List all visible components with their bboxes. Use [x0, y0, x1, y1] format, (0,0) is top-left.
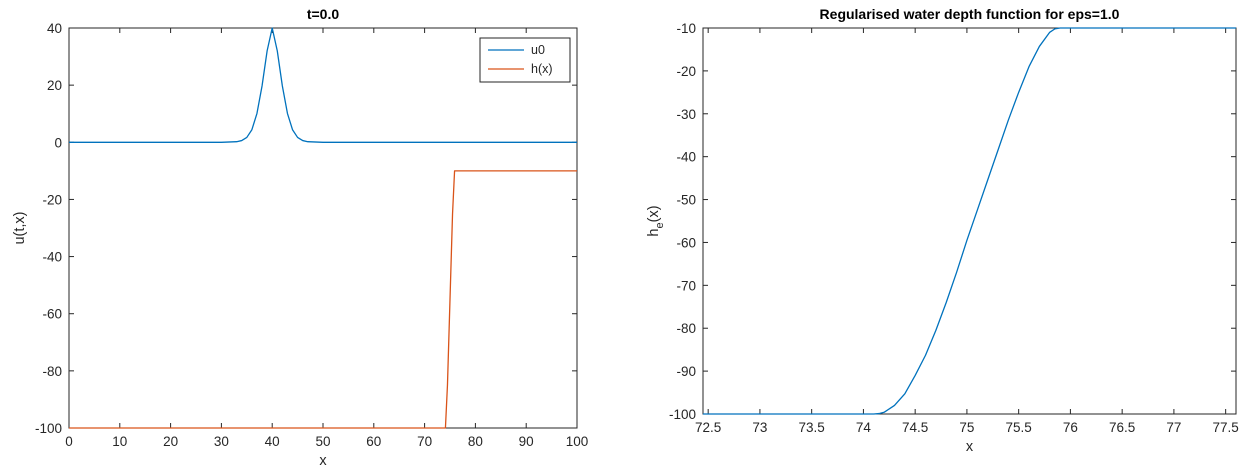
y-tick-label: -80 [42, 364, 62, 379]
x-tick-label: 40 [265, 434, 280, 449]
y-tick-label: -20 [42, 192, 62, 207]
x-axis-label: x [319, 453, 327, 469]
y-tick-label: -40 [42, 250, 62, 265]
x-tick-label: 60 [366, 434, 381, 449]
y-tick-label: -80 [676, 321, 696, 336]
y-axis-label: he(x) [646, 205, 666, 236]
x-tick-label: 73.5 [799, 420, 825, 435]
x-tick-label: 72.5 [695, 420, 721, 435]
left-plot: 0 10 20 30 40 50 60 70 80 90 100 40 20 0 -20 -40 -60 -80 -… [12, 6, 588, 469]
y-axis-label: u(t,x) [12, 211, 28, 244]
x-tick-label: 10 [112, 434, 127, 449]
x-tick-label: 75.5 [1006, 420, 1032, 435]
y-tick-label: -10 [676, 21, 696, 36]
x-tick-label: 76.5 [1109, 420, 1135, 435]
y-tick-label: -20 [676, 64, 696, 79]
x-tick-label: 80 [468, 434, 483, 449]
y-tick-label: 0 [54, 135, 62, 150]
axes-box [68, 27, 578, 429]
x-tick-label: 90 [519, 434, 534, 449]
series-line-0 [703, 27, 1236, 415]
legend: u0 h(x) [479, 37, 571, 83]
y-axis-label-sub: e [654, 222, 666, 228]
x-tick-label: 100 [566, 434, 589, 449]
x-tick-label: 0 [65, 434, 73, 449]
x-tick-label: 75 [959, 420, 974, 435]
x-tick-label: 77.5 [1213, 420, 1239, 435]
y-tick-label: -50 [676, 193, 696, 208]
chart-title: Regularised water depth function for eps… [820, 6, 1120, 22]
y-tick-label: -90 [676, 364, 696, 379]
y-tick-label: 20 [47, 78, 62, 93]
y-tick-label: -70 [676, 278, 696, 293]
x-tick-label: 73 [752, 420, 767, 435]
series-line-hx [69, 170, 577, 429]
y-tick-label: -60 [676, 235, 696, 250]
x-tick-label: 50 [315, 434, 330, 449]
x-axis-label: x [966, 439, 974, 455]
x-tick-label: 70 [417, 434, 432, 449]
x-tick-label: 74.5 [902, 420, 928, 435]
legend-label: h(x) [531, 62, 553, 76]
y-tick-label: 40 [47, 21, 62, 36]
y-axis-label-tail: (x) [646, 205, 662, 222]
y-tick-label: -100 [669, 407, 696, 422]
legend-label: u0 [531, 43, 545, 57]
x-tick-label: 77 [1166, 420, 1181, 435]
y-tick-label: -60 [42, 307, 62, 322]
x-tick-label: 76 [1063, 420, 1078, 435]
x-tick-label: 20 [163, 434, 178, 449]
x-tick-label: 74 [856, 420, 872, 435]
axes-box [702, 27, 1237, 415]
series-line-u0 [69, 27, 577, 143]
y-tick-label: -30 [676, 107, 696, 122]
y-tick-label: -100 [35, 421, 62, 436]
y-tick-label: -40 [676, 150, 696, 165]
chart-title: t=0.0 [307, 6, 340, 22]
y-axis-label-main: h [646, 228, 662, 236]
right-plot: 72.5 73 73.5 74 74.5 75 75.5 76 76.5 77 77.5 -10 -20… [646, 6, 1239, 455]
x-tick-label: 30 [214, 434, 229, 449]
legend-box [479, 37, 571, 83]
